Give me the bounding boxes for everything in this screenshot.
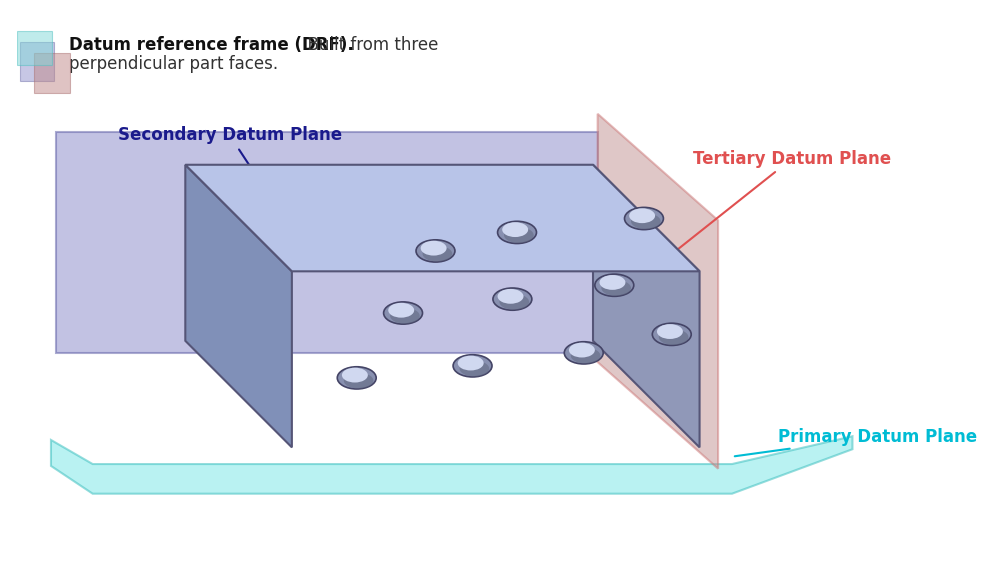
Ellipse shape <box>569 343 595 358</box>
Polygon shape <box>598 114 718 469</box>
Ellipse shape <box>502 222 528 237</box>
Ellipse shape <box>421 241 447 256</box>
Ellipse shape <box>625 207 663 230</box>
Ellipse shape <box>659 329 688 345</box>
Ellipse shape <box>504 228 534 243</box>
Polygon shape <box>51 436 852 494</box>
Ellipse shape <box>390 308 420 324</box>
Text: Datum reference frame (DRF).: Datum reference frame (DRF). <box>69 36 354 54</box>
Ellipse shape <box>631 214 661 229</box>
Ellipse shape <box>493 288 532 310</box>
Ellipse shape <box>453 355 492 377</box>
Polygon shape <box>56 132 598 353</box>
Ellipse shape <box>595 274 634 296</box>
Ellipse shape <box>342 367 368 382</box>
Ellipse shape <box>388 303 414 317</box>
Ellipse shape <box>384 302 423 324</box>
Ellipse shape <box>657 324 683 339</box>
Ellipse shape <box>571 348 600 363</box>
Text: Secondary Datum Plane: Secondary Datum Plane <box>118 126 342 221</box>
Ellipse shape <box>599 275 625 290</box>
Ellipse shape <box>498 289 524 304</box>
Text: perpendicular part faces.: perpendicular part faces. <box>69 55 279 73</box>
Ellipse shape <box>629 209 655 223</box>
Ellipse shape <box>423 246 452 262</box>
Ellipse shape <box>344 373 373 389</box>
Text: Built from three: Built from three <box>297 36 438 54</box>
Ellipse shape <box>460 361 489 377</box>
Ellipse shape <box>652 323 691 346</box>
Text: Primary Datum Plane: Primary Datum Plane <box>735 427 977 456</box>
Ellipse shape <box>337 367 376 389</box>
Ellipse shape <box>458 355 484 370</box>
Polygon shape <box>593 165 700 448</box>
Ellipse shape <box>564 342 603 364</box>
Ellipse shape <box>601 280 631 296</box>
Ellipse shape <box>499 294 529 310</box>
Ellipse shape <box>498 221 536 244</box>
Polygon shape <box>185 165 700 271</box>
Text: Tertiary Datum Plane: Tertiary Datum Plane <box>672 150 891 254</box>
Polygon shape <box>185 165 292 448</box>
Ellipse shape <box>416 240 455 262</box>
